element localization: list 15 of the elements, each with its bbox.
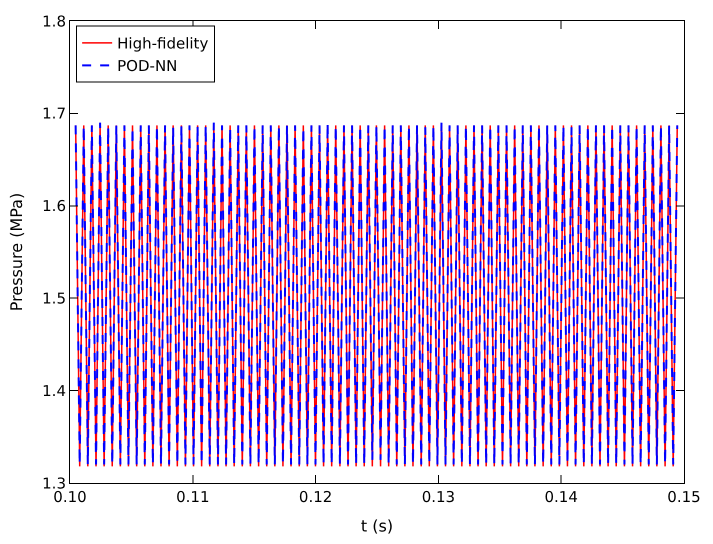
legend-label: High-fidelity [117, 34, 208, 53]
y-tick-label: 1.8 [42, 12, 66, 30]
x-tick-label: 0.13 [422, 488, 456, 506]
x-tick-label: 0.10 [53, 488, 87, 506]
x-tick-label: 0.14 [544, 488, 578, 506]
y-tick-label: 1.4 [42, 382, 66, 400]
y-axis-title: Pressure (MPa) [7, 192, 26, 312]
x-tick-label: 0.15 [667, 488, 701, 506]
x-tick-label: 0.12 [298, 488, 332, 506]
y-tick-label: 1.6 [42, 197, 66, 216]
legend-label: POD-NN [117, 57, 178, 76]
y-tick-label: 1.7 [42, 104, 66, 123]
x-axis-title: t (s) [360, 516, 394, 536]
y-tick-label: 1.5 [42, 289, 66, 308]
x-tick-label: 0.11 [176, 488, 210, 506]
